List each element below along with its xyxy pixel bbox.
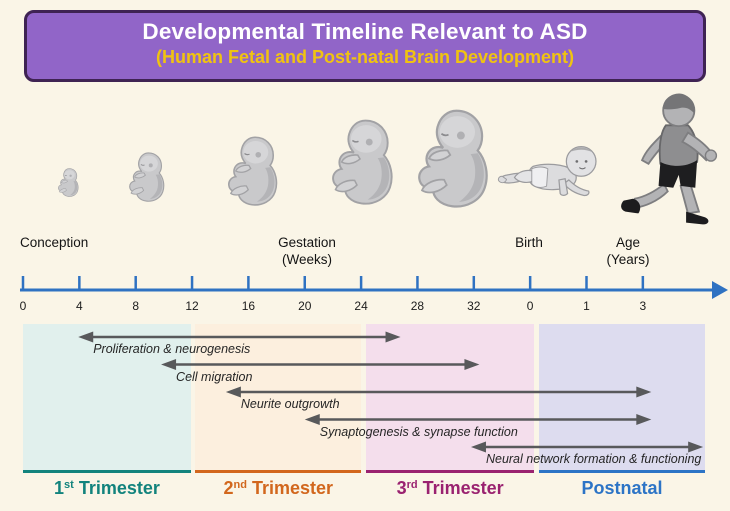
arrowhead-left-icon [78,331,94,343]
axis-caption-text: Age [615,235,641,250]
axis-caption-sub: (Years) [606,252,650,267]
arrowhead-left-icon [225,386,241,398]
tick-label: 0 [526,299,534,313]
title-banner: Developmental Timeline Relevant to ASD (… [24,10,706,82]
stage-label-text: rd [406,479,418,491]
stage-label-text: Postnatal [581,478,663,498]
stage-label: 1st Trimester [54,478,160,499]
process-label: Synaptogenesis & synapse function [319,424,518,439]
axis-caption-sub: (Weeks) [281,252,333,267]
stage-label-text: 1 [54,478,65,498]
subtitle: (Human Fetal and Post-natal Brain Develo… [155,47,575,67]
tick-label: 32 [467,299,481,313]
arrowhead-left-icon [304,414,320,425]
axis-caption-text: Birth [515,235,543,250]
stage-underline [195,470,362,473]
tick-label: 12 [185,299,199,313]
tick-label: 4 [76,299,83,313]
axis-caption: Gestation (Weeks) [278,234,336,268]
tick-label: 0 [19,299,27,313]
fetus-stage-2-icon [129,152,165,202]
stage-region [539,324,705,470]
axis-caption: Age (Years) [606,234,649,268]
arrowhead-right-icon [464,359,480,370]
stage-region [366,324,535,470]
stage-label-text: 2 [223,478,234,498]
axis-caption: Birth [515,234,543,251]
stage-label: Postnatal [581,478,662,499]
stage-label-text: Trimester [73,478,160,498]
stage-label-text: Trimester [246,478,334,498]
fetus-stage-3-icon [228,136,278,206]
arrowhead-right-icon [688,441,704,453]
stage-underline [539,470,705,473]
arrowhead-left-icon [470,441,486,453]
axis-caption-text: Gestation [278,235,336,250]
tick-label: 8 [132,299,140,313]
tick-label: 1 [583,299,590,313]
tick-label: 3 [639,299,647,313]
fetus-stage-1-icon [58,168,79,197]
stage-label: 3rd Trimester [397,478,504,499]
tick-label: 20 [298,299,312,313]
fetus-stage-4-icon [332,119,393,205]
stage-region [195,324,362,470]
arrowhead-right-icon [636,386,652,398]
arrowhead-left-icon [161,359,177,370]
process-label: Proliferation & neurogenesis [93,342,251,356]
process-label: Cell migration [176,369,253,384]
stage-label: 2nd Trimester [223,478,333,499]
tick-label: 24 [354,299,368,313]
fetus-stage-5-icon [418,109,488,208]
stage-underline [366,470,535,473]
stage-label-text: Trimester [417,478,504,498]
tick-label: 16 [241,299,256,313]
running-child-icon [620,92,718,226]
axis-caption: Conception [20,234,88,251]
tick-label: 28 [410,299,425,313]
crawling-baby-icon [497,145,597,197]
process-label: Neurite outgrowth [240,397,340,411]
stage-label-text: st [64,479,74,491]
axis-arrowhead-icon [712,281,728,299]
stage-underline [23,470,191,473]
arrowhead-right-icon [636,414,652,425]
stage-region [23,324,191,470]
axis-caption-text: Conception [20,235,89,250]
process-label: Neural network formation & functioning [485,452,702,466]
main-title: Developmental Timeline Relevant to ASD [142,19,588,44]
stage-label-text: nd [233,479,247,491]
stage-label-text: 3 [396,478,407,498]
arrowhead-right-icon [385,331,401,343]
